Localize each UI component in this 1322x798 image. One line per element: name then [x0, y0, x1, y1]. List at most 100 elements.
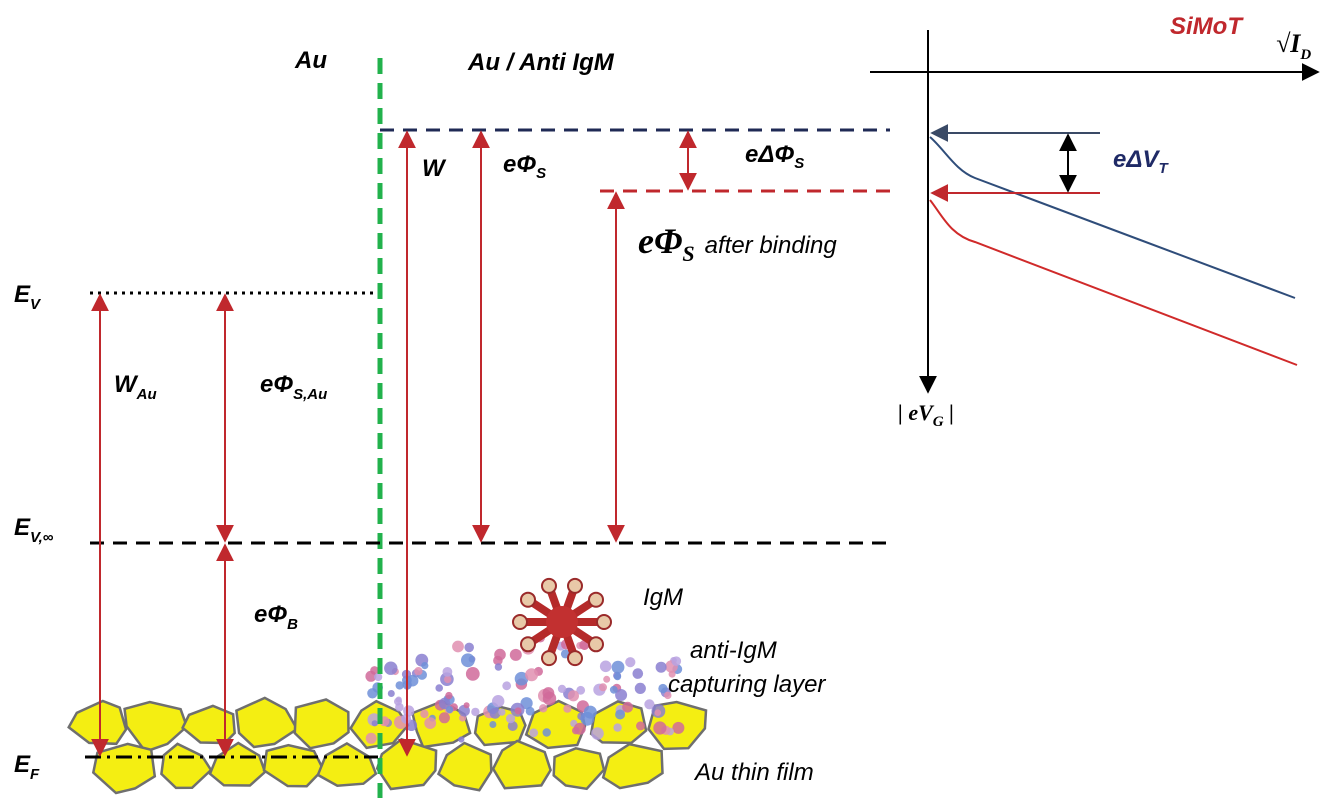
antibody	[636, 721, 645, 730]
antibody	[558, 685, 566, 693]
antibody	[568, 690, 579, 701]
antibody	[613, 723, 621, 731]
antibody	[529, 728, 538, 737]
antibody	[367, 688, 377, 698]
sub: G	[933, 414, 944, 430]
antibody	[420, 710, 428, 718]
antibody	[584, 706, 597, 719]
antibody	[396, 697, 402, 703]
igm-tip	[521, 637, 535, 651]
label-delta-phi: eΔΦS	[745, 141, 804, 172]
gold-grain	[318, 743, 376, 785]
antibody	[510, 649, 522, 661]
antibody	[591, 727, 604, 740]
antibody	[464, 702, 470, 708]
main: E	[14, 751, 31, 778]
sub: V,∞	[30, 529, 54, 546]
antibody	[574, 723, 586, 735]
gold-grain	[161, 744, 211, 788]
main: eΦ	[254, 601, 287, 628]
label-w-au: WAu	[114, 371, 157, 403]
igm-tip	[589, 593, 603, 607]
label-simot: SiMoT	[1170, 13, 1244, 40]
gold-grain	[183, 706, 235, 743]
antibody	[489, 721, 496, 728]
curve-after	[930, 200, 1297, 365]
gold-grain	[295, 700, 349, 749]
antibody	[424, 717, 436, 729]
main: eΦ	[260, 371, 293, 398]
main: eΔV	[1113, 146, 1160, 173]
igm-tip	[568, 651, 582, 665]
antibody	[563, 705, 571, 713]
antibody	[600, 661, 612, 673]
antibody	[525, 668, 538, 681]
gold-grain	[264, 745, 323, 786]
antibody	[439, 712, 450, 723]
igm-tip	[521, 593, 535, 607]
antibody	[543, 692, 556, 705]
main: eΔΦ	[745, 141, 794, 168]
main: E	[14, 281, 31, 308]
gold-film	[69, 698, 706, 793]
label-phi-b: eΦB	[254, 601, 298, 633]
antibody	[610, 686, 618, 694]
main: eΦ	[638, 221, 682, 261]
igm-tip	[542, 579, 556, 593]
antibody	[396, 681, 404, 689]
label-au: Au	[294, 47, 327, 74]
antibody	[515, 707, 522, 714]
antibody	[502, 681, 511, 690]
label-ef: EF	[14, 751, 40, 783]
label-phi-s-au: eΦS,Au	[260, 371, 327, 403]
sub: S,Au	[293, 386, 327, 403]
gold-grain	[210, 743, 265, 786]
label-ev: EV	[14, 281, 42, 313]
antibody	[461, 653, 475, 667]
antibody	[443, 667, 453, 677]
sub: S	[794, 155, 804, 172]
antibody	[599, 683, 607, 691]
antibody	[658, 684, 667, 693]
antibody	[421, 662, 428, 669]
label-igm: IgM	[643, 584, 683, 611]
sub: S	[536, 165, 546, 182]
antibody	[655, 709, 662, 716]
main: | eV	[898, 400, 935, 425]
label-anti-igm: anti-IgM	[690, 637, 777, 664]
antibody	[656, 662, 667, 673]
label-vg: | eVG |	[898, 400, 954, 430]
antibody	[653, 721, 666, 734]
antibody	[635, 683, 646, 694]
antibody	[384, 662, 397, 675]
antibody	[458, 736, 464, 742]
label-id: √ID	[1276, 29, 1311, 63]
sub: B	[287, 616, 298, 633]
antibody	[494, 649, 506, 661]
antibody	[615, 710, 625, 720]
antibody	[407, 675, 419, 687]
antibody	[466, 667, 480, 681]
antibody	[672, 722, 684, 734]
diagram: Au Au / Anti IgM SiMoT √ID W eΦS eΔΦS eΔ…	[0, 0, 1322, 798]
antibody	[374, 673, 382, 681]
antibody	[366, 733, 377, 744]
gold-grain	[93, 744, 155, 793]
sub: F	[30, 766, 40, 783]
antibody	[672, 656, 682, 666]
antibody	[446, 706, 453, 713]
antibody	[372, 720, 378, 726]
antibody	[435, 684, 443, 692]
main: √I	[1276, 29, 1301, 58]
sub: Au	[136, 386, 157, 403]
antibody	[614, 673, 621, 680]
antibody	[395, 703, 404, 712]
label-ev-inf: EV,∞	[14, 514, 54, 546]
main: eΦ	[503, 151, 536, 178]
gold-grain	[603, 744, 662, 788]
tail: after binding	[705, 232, 838, 259]
label-capturing: capturing layer	[668, 671, 826, 698]
gold-grain	[69, 701, 126, 744]
igm-tip	[597, 615, 611, 629]
antibody	[464, 643, 474, 653]
